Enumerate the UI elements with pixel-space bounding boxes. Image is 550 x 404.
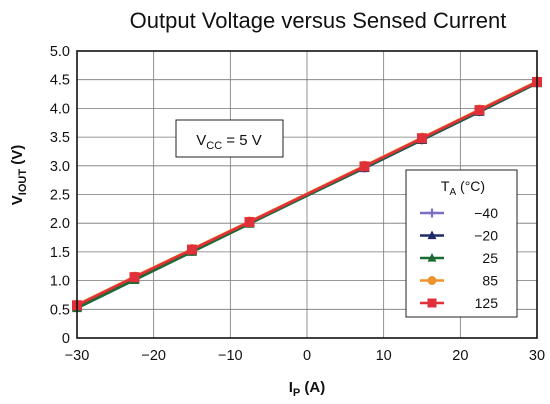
y-tick-label: 2.5 xyxy=(50,188,70,204)
x-tick-label: 10 xyxy=(376,348,392,364)
y-tick-label: 3.0 xyxy=(50,159,70,175)
legend-swatch-marker xyxy=(427,253,437,262)
data-point xyxy=(129,272,140,283)
y-tick-label: 4.0 xyxy=(50,101,70,117)
legend-item: −20 xyxy=(420,228,498,244)
x-tick-label: −10 xyxy=(218,348,243,364)
data-point xyxy=(187,244,197,255)
y-tick-label: 0 xyxy=(62,331,70,347)
y-tick-label: 1.0 xyxy=(50,274,70,290)
legend-item: −40 xyxy=(420,205,498,221)
legend-label: −40 xyxy=(474,205,498,221)
data-point xyxy=(474,105,485,116)
y-axis-label: VIOUT (V) xyxy=(9,145,29,205)
series-line xyxy=(76,80,538,307)
x-tick-label: −20 xyxy=(141,348,166,364)
plot-frame xyxy=(76,50,538,339)
y-tick-label: 3.5 xyxy=(50,130,70,146)
legend-items: −40 −20 25 85 125 xyxy=(420,205,498,311)
annotation-box xyxy=(175,119,284,158)
y-tick-label: 1.5 xyxy=(50,245,70,261)
data-point xyxy=(359,161,370,172)
y-tick-labels: 0 0.5 1.0 1.5 2.0 2.5 3.0 3.5 4.0 4.5 5.0 xyxy=(50,44,70,347)
legend-item: 25 xyxy=(420,250,498,266)
chart-title: Output Voltage versus Sensed Current xyxy=(130,8,507,33)
x-axis-label: IP (A) xyxy=(289,379,326,399)
data-point xyxy=(244,217,255,228)
vcc-annotation: VCC = 5 V xyxy=(175,119,284,158)
legend-swatch-marker xyxy=(427,298,437,308)
legend-swatch-marker xyxy=(427,276,437,285)
legend-label: 25 xyxy=(482,250,498,266)
y-tick-label: 0.5 xyxy=(50,302,70,318)
data-point xyxy=(417,133,427,144)
legend-label: 85 xyxy=(482,273,498,289)
legend-box xyxy=(405,169,518,318)
annotation-text: VCC = 5 V xyxy=(196,132,262,152)
legend-title: TA (°C) xyxy=(441,178,485,198)
legend-label: −20 xyxy=(474,228,498,244)
x-tick-label: 0 xyxy=(303,348,311,364)
x-tick-label: 20 xyxy=(452,348,468,364)
series-lines xyxy=(72,76,542,313)
legend-item: 125 xyxy=(420,295,498,311)
legend-item: 85 xyxy=(420,273,498,289)
legend-swatch-marker xyxy=(427,230,437,240)
y-tick-label: 2.0 xyxy=(50,216,70,232)
legend: TA (°C) −40 −20 25 85 125 xyxy=(405,169,518,318)
x-tick-label: −30 xyxy=(65,348,90,364)
x-tick-labels: −30 −20 −10 0 10 20 30 xyxy=(65,348,545,364)
legend-swatch-marker xyxy=(427,208,437,218)
legend-label: 125 xyxy=(475,295,499,311)
y-tick-label: 4.5 xyxy=(50,73,70,89)
x-tick-label: 30 xyxy=(529,348,545,364)
y-tick-label: 5.0 xyxy=(50,44,70,60)
